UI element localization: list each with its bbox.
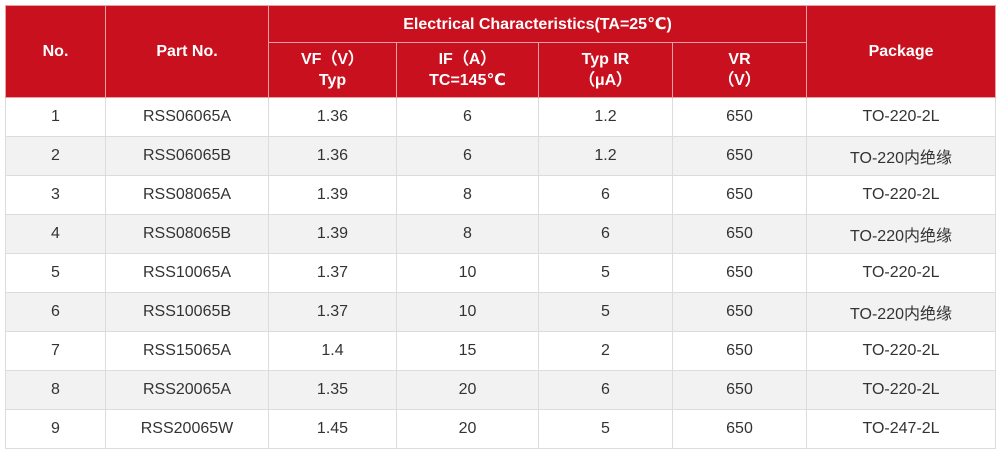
table-cell: RSS06065B [105, 136, 269, 176]
table-cell: RSS15065A [105, 331, 269, 371]
table-cell: 20 [396, 409, 539, 449]
table-row: 7 RSS15065A 1.4 15 2 650 TO-220-2L [5, 331, 997, 371]
table-cell: 5 [538, 253, 673, 293]
table-row: 2 RSS06065B 1.36 6 1.2 650 TO-220内绝缘 [5, 136, 997, 176]
table-cell: 20 [396, 370, 539, 410]
table-cell: 1.36 [268, 97, 397, 137]
table-row: 4 RSS08065B 1.39 8 6 650 TO-220内绝缘 [5, 214, 997, 254]
header-line: VR [728, 51, 751, 68]
table-container: No. Part No. Electrical Characteristics(… [5, 5, 997, 449]
table-cell: TO-247-2L [806, 409, 997, 449]
table-cell: 6 [396, 97, 539, 137]
table-cell: 650 [671, 409, 808, 449]
table-cell: 2 [5, 136, 106, 176]
table-cell: 1.35 [268, 370, 397, 410]
header-line: （V） [718, 72, 761, 89]
table-cell: 650 [671, 370, 808, 410]
table-cell: 1.37 [268, 292, 397, 332]
header-cell: Typ IR （μA） [538, 42, 673, 98]
table-row: 1 RSS06065A 1.36 6 1.2 650 TO-220-2L [5, 97, 997, 137]
table-cell: 650 [671, 292, 808, 332]
table-cell: 8 [5, 370, 106, 410]
table-cell: 650 [671, 136, 808, 176]
header-group: Electrical Characteristics(TA=25℃) [267, 5, 808, 43]
table-cell: RSS08065B [105, 214, 269, 254]
table-cell: 650 [671, 331, 808, 371]
header-cell: VF（V） Typ [268, 42, 397, 98]
table-cell: RSS08065A [105, 175, 269, 215]
table-cell: TO-220-2L [806, 97, 997, 137]
table-cell: 10 [396, 253, 539, 293]
table-cell: 650 [671, 253, 808, 293]
table-cell: 650 [671, 175, 808, 215]
table-cell: TO-220-2L [806, 253, 997, 293]
table-cell: 2 [538, 331, 673, 371]
table-cell: 6 [396, 136, 539, 176]
header-line: （μA） [578, 72, 633, 89]
header-cell: Package [806, 5, 997, 98]
table-cell: 10 [396, 292, 539, 332]
table-row: 9 RSS20065W 1.45 20 5 650 TO-247-2L [5, 409, 997, 449]
table-cell: TO-220内绝缘 [806, 214, 997, 254]
table-cell: RSS20065A [105, 370, 269, 410]
table-cell: 6 [538, 370, 673, 410]
table-cell: 4 [5, 214, 106, 254]
table-cell: 7 [5, 331, 106, 371]
table-cell: 1.45 [268, 409, 397, 449]
table-cell: RSS10065B [105, 292, 269, 332]
table-row: 8 RSS20065A 1.35 20 6 650 TO-220-2L [5, 370, 997, 410]
table-cell: RSS10065A [105, 253, 269, 293]
table-row: 5 RSS10065A 1.37 10 5 650 TO-220-2L [5, 253, 997, 293]
table-cell: 1.39 [268, 214, 397, 254]
table-cell: 1.4 [268, 331, 397, 371]
table-cell: 650 [671, 214, 808, 254]
table-cell: 5 [538, 409, 673, 449]
header-line: Typ IR [581, 51, 630, 68]
table-row: 3 RSS08065A 1.39 8 6 650 TO-220-2L [5, 175, 997, 215]
table-cell: RSS20065W [105, 409, 269, 449]
table-cell: 6 [538, 175, 673, 215]
table-cell: TO-220-2L [806, 175, 997, 215]
header-line: TC=145℃ [429, 72, 506, 89]
table-cell: 6 [538, 214, 673, 254]
table-cell: 1.39 [268, 175, 397, 215]
table-cell: 1.2 [538, 136, 673, 176]
table-cell: TO-220内绝缘 [806, 136, 997, 176]
table-cell: 650 [671, 97, 808, 137]
header-cell: No. [5, 5, 106, 98]
table-cell: 9 [5, 409, 106, 449]
header-line: VF（V） [300, 51, 365, 68]
table-cell: 5 [5, 253, 106, 293]
spec-table: No. Part No. Electrical Characteristics(… [5, 5, 997, 449]
header-cell: Part No. [105, 5, 269, 98]
table-cell: 1.36 [268, 136, 397, 176]
header-line: Typ [318, 72, 347, 89]
table-row: 6 RSS10065B 1.37 10 5 650 TO-220内绝缘 [5, 292, 997, 332]
table-cell: 6 [5, 292, 106, 332]
header-cell: IF（A） TC=145℃ [396, 42, 539, 98]
table-cell: TO-220-2L [806, 370, 997, 410]
table-cell: 1 [5, 97, 106, 137]
table-cell: 1.37 [268, 253, 397, 293]
table-cell: TO-220-2L [806, 331, 997, 371]
table-cell: 1.2 [538, 97, 673, 137]
header-cell: VR （V） [671, 42, 808, 98]
table-cell: 5 [538, 292, 673, 332]
table-cell: TO-220内绝缘 [806, 292, 997, 332]
table-cell: 8 [396, 175, 539, 215]
table-cell: 3 [5, 175, 106, 215]
table-cell: 8 [396, 214, 539, 254]
header-line: IF（A） [438, 51, 497, 68]
table-cell: 15 [396, 331, 539, 371]
table-cell: RSS06065A [105, 97, 269, 137]
